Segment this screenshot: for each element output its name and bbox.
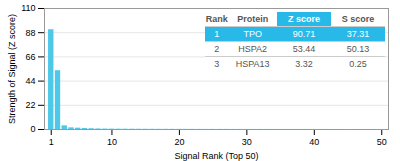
svg-text:50: 50 [377,137,387,147]
svg-text:40: 40 [309,137,319,147]
html-text:TPO: TPO [243,29,262,39]
svg-text:0: 0 [30,124,35,134]
html-text:3.32: 3.32 [295,59,313,69]
svg-text:20: 20 [174,137,184,147]
html-text:53.44: 53.44 [292,44,316,54]
svg-text:Strength of Signal (Z score): Strength of Signal (Z score) [7,14,17,124]
svg-text:110: 110 [21,3,35,13]
html-text:37.31: 37.31 [346,29,370,39]
html-text:HSPA13: HSPA13 [235,59,270,69]
svg-text:10: 10 [107,137,117,147]
html-text:HSPA2: HSPA2 [238,44,268,54]
svg-text:Signal Rank (Top 50): Signal Rank (Top 50) [174,151,258,161]
svg-text:88: 88 [25,28,35,38]
svg-text:66: 66 [25,52,35,62]
html-text:0.25: 0.25 [349,59,367,69]
html-text:50.13: 50.13 [346,44,370,54]
html-text:2: 2 [214,44,220,54]
svg-text:44: 44 [25,76,35,86]
html-text:Protein: Protein [237,14,269,24]
html-text:90.71: 90.71 [292,29,316,39]
svg-text:22: 22 [25,100,35,110]
html-text:3: 3 [214,59,220,69]
svg-text:30: 30 [242,137,252,147]
svg-text:1: 1 [49,137,54,147]
html-text:Z score: Z score [288,14,320,24]
html-text:S score: S score [341,14,375,24]
html-text:1: 1 [214,29,220,39]
html-text:Rank: Rank [205,14,228,24]
